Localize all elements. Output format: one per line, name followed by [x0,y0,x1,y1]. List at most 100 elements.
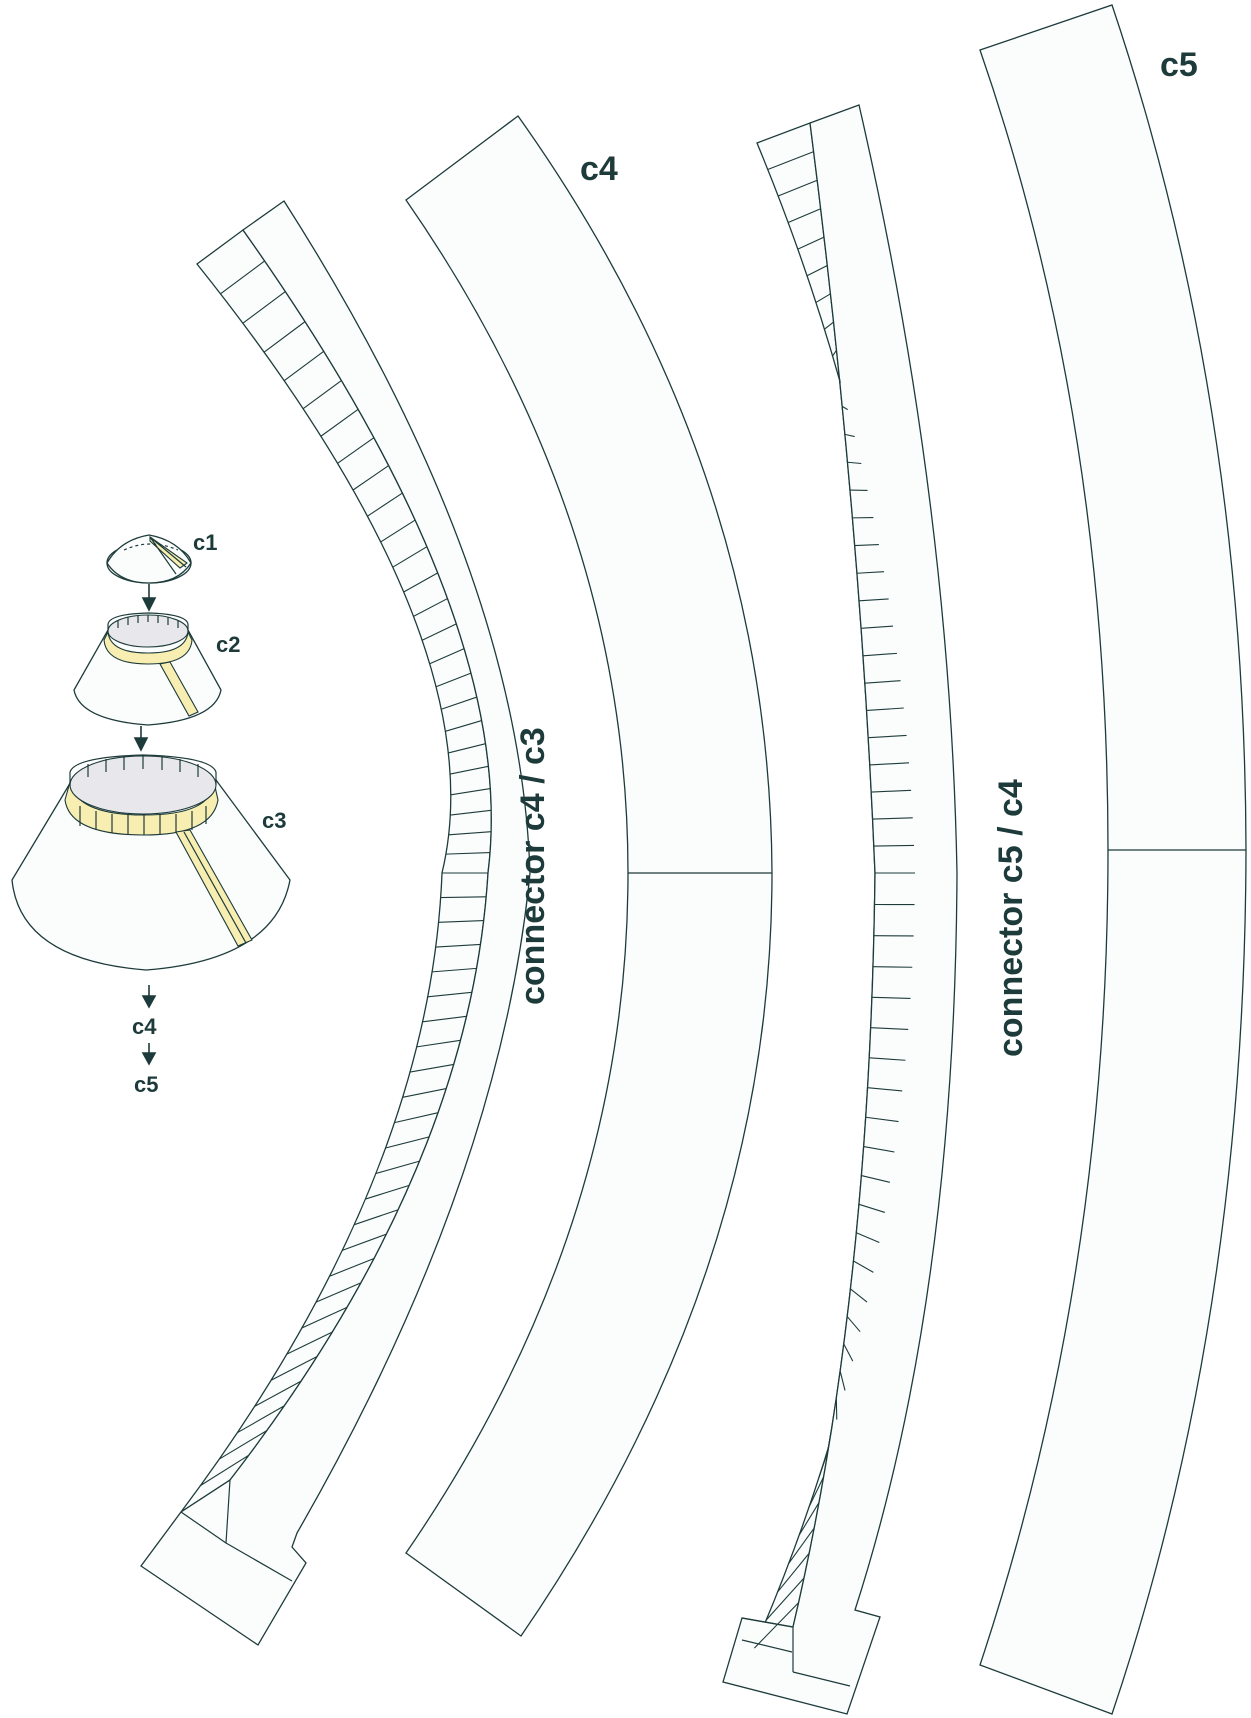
connector-c4-c3-tab-tick [367,492,403,517]
connector-c5-c4-tab-tick [839,1370,846,1391]
connector-c5-c4-tab-tick [871,996,911,999]
connector-c4-c3-tab-tick [220,260,265,295]
connector-c5-c4-end-tab [741,1617,851,1687]
connector-c4-c3-tab-tick [450,787,491,796]
arrow-c4-c5 [141,1043,157,1066]
connector-c4-c3-tab-tick [427,991,472,998]
c5-title: c5 [1160,46,1198,84]
connector-c4-c3-tab-tick [448,831,492,836]
cone-c1: c1 [106,530,217,584]
connector-c4-c3-piece [140,200,531,1646]
connector-c4-c3-tab-tick [242,291,286,324]
connector-c4-c3-tab-tick [432,967,477,973]
connector-c4-c3-tab-tick [286,1331,333,1355]
connector-c4-c3-tab-tick [375,1160,420,1175]
connector-c4-c3-end-tab [180,1479,293,1582]
connector-c5-c4-tab-tick [873,844,915,847]
connector-c5-c4-tab-tick [765,1577,805,1621]
connector-c5-c4-tab-tick [753,1602,799,1649]
connector-c5-c4-band [722,104,958,1715]
connector-c5-c4-tab-tick [787,208,821,224]
connector-c4-c3-tab-tick [450,809,492,816]
connector-c5-c4-tab-tick [864,680,901,684]
connector-c5-c4-tab-tick [867,1087,903,1092]
connector-c4-c3-tab-tick [394,1112,439,1124]
connector-c5-c4-tab-tick [806,265,828,277]
connector-c4-c3-tab-tick [365,1184,410,1200]
connector-c4-c3-tab-tick [315,1282,362,1303]
connector-c5-c4-tab-tick [798,1502,820,1536]
connector-c4-c3-tab-tick [450,765,489,775]
c4-band-piece: c4 [405,115,773,1637]
arrow-c1-c2 [141,584,157,612]
connector-c4-c3-tab-tick [403,572,438,593]
connector-c4-c3-tab-ticks [200,260,492,1486]
connector-c4-c3-tab-tick [421,623,457,641]
connector-c5-c4-tab-tick [788,1527,815,1564]
connector-c4-c3-band [140,200,531,1646]
connector-c5-c4-tab-tick [861,1175,890,1183]
connector-c5-c4-tab-tick [866,707,904,712]
connector-c4-c3-tab-tick [337,437,375,464]
connector-c4-c3-tab-tick [254,1380,302,1407]
connector-c5-c4-tab-tick [847,461,862,465]
connector-c4-c3-tab-tick [302,380,342,410]
connector-c5-c4-tab-tick [846,1316,861,1333]
connector-c4-c3-tab-tick [329,1257,375,1277]
assembly-diagram: c1 c2 [11,530,291,1097]
cone-c2: c2 [73,612,240,726]
connector-c5-c4-tab-tick [838,378,841,383]
connector-c5-c4-label: connector c5 / c4 [992,779,1030,1057]
connector-c4-c3-tab-tick [435,672,472,688]
connector-c4-c3-tab-tick [445,720,482,732]
connector-c5-c4-tab-tick [827,1424,833,1449]
connector-c5-c4-tab-tick [777,179,818,197]
connector-c5-c4-tab-tick [856,571,884,574]
connector-c5-c4-tab-ticks [753,151,915,1649]
connector-c4-c3-tab-tick [270,1356,318,1381]
connector-c4-c3-tab-tick [320,408,359,437]
connector-c5-c4-tab-tick [832,349,838,357]
connector-c5-c4-tab-tick [844,433,855,438]
connector-c4-c3-tab-tick [435,943,481,948]
connector-c4-c3-tab-tick [416,1039,461,1048]
connector-c4-c3-label: connector c4 / c3 [514,727,552,1005]
connector-c4-c3-tab-tick [441,696,478,710]
connector-c4-c3-tab-tick [301,1306,348,1329]
connector-c5-c4-tab-tick [850,1288,868,1303]
connector-c5-c4-tab-tick [861,625,894,629]
connector-c5-c4-tab-tick [815,293,831,303]
c5-band [979,4,1247,1715]
connector-c4-c3-tab-tick [200,1454,250,1486]
connector-c4-c3-tab-tick [263,321,306,353]
c4-title: c4 [580,150,618,188]
c4-assembly-label: c4 [132,1014,157,1039]
connector-c5-c4-tab-tick [868,734,907,739]
connector-c4-c3-tab-tick [392,546,428,568]
connector-c5-c4-tab-tick [869,1057,906,1061]
connector-c5-c4-tab-tick [872,817,913,820]
cone-c3: c3 [11,754,291,971]
connector-c4-c3-tab-tick [219,1430,268,1460]
connector-c4-c3-tab-tick [422,1015,467,1023]
connector-c5-c4-tab-tick [858,1203,886,1213]
connector-c4-c3-tab-tick [342,1233,387,1251]
c3-label: c3 [262,808,286,833]
connector-c5-c4-tab-tick [862,652,897,657]
connector-c4-c3-tab-tick [352,465,389,491]
connector-c5-c4-tab-tick [767,151,814,170]
connector-c5-c4-piece [722,104,958,1715]
connector-c5-c4-tab-tick [856,1232,880,1243]
connector-c5-c4-tab-tick [818,1450,829,1478]
connector-c5-c4-tab-tick [872,966,913,968]
c5-band-piece: c5 [979,4,1247,1715]
arrow-c3-c4 [141,985,157,1009]
connector-c5-c4-tab-tick [843,1343,854,1362]
connector-c4-c3-tab-tick [237,1405,285,1434]
c1-label: c1 [193,530,217,555]
connector-c5-c4-tab-tick [870,1027,909,1030]
connector-c5-c4-tab-tick [863,1146,895,1153]
connector-c5-c4-tab-tick [777,1552,810,1593]
connector-c5-c4-tab-tick [865,1116,899,1123]
